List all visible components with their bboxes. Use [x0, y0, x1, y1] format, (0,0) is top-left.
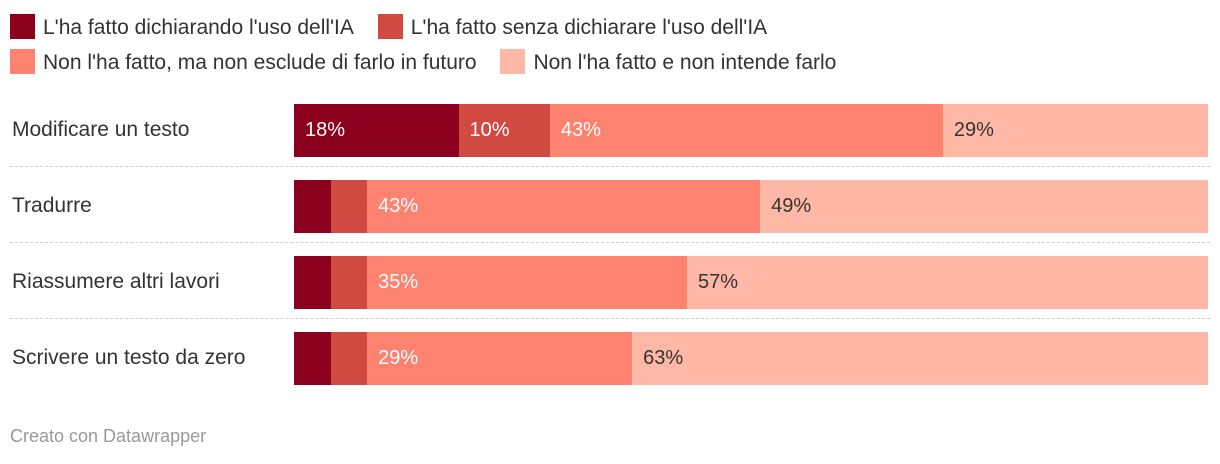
- bar-segment: 43%: [367, 180, 761, 233]
- chart-legend: L'ha fatto dichiarando l'uso dell'IA L'h…: [10, 10, 1210, 80]
- row-divider: [10, 166, 1210, 167]
- bar-segment: 35%: [367, 256, 687, 309]
- legend-label: Non l'ha fatto e non intende farlo: [533, 51, 837, 74]
- category-label: Tradurre: [12, 194, 92, 217]
- stacked-bar: 18% 10% 43% 29%: [294, 104, 1208, 157]
- data-label: 57%: [697, 271, 739, 293]
- bar-segment: [330, 256, 368, 309]
- legend-swatch: [10, 14, 35, 39]
- bar-segment: 29%: [942, 104, 1208, 157]
- legend-item: Non l'ha fatto, ma non esclude di farlo …: [10, 45, 477, 80]
- bar-segment: [330, 332, 368, 385]
- bar-segment: 57%: [686, 256, 1208, 309]
- category-label: Scrivere un testo da zero: [12, 346, 246, 369]
- stacked-bar: 43% 49%: [294, 180, 1208, 233]
- legend-item: L'ha fatto senza dichiarare l'uso dell'I…: [377, 10, 768, 45]
- data-label: 35%: [378, 271, 419, 293]
- bar-segment: [294, 256, 331, 309]
- data-label: 43%: [378, 195, 419, 217]
- row-divider: [10, 242, 1210, 243]
- bar-segment: 63%: [632, 332, 1208, 385]
- chart-row: Modificare un testo 18% 10% 43% 29%: [10, 90, 1210, 167]
- chart-plot-area: Modificare un testo 18% 10% 43% 29% Tradurre 4…: [10, 90, 1210, 394]
- bar-segment: 10%: [458, 104, 550, 157]
- bar-segment: [294, 332, 331, 385]
- chart-row: Riassumere altri lavori 35% 57%: [10, 242, 1210, 319]
- legend-label: L'ha fatto senza dichiarare l'uso dell'I…: [410, 16, 768, 39]
- bar-segment: 49%: [760, 180, 1208, 233]
- category-label: Riassumere altri lavori: [12, 270, 220, 293]
- data-label: 29%: [378, 347, 419, 369]
- legend-item: Non l'ha fatto e non intende farlo: [500, 45, 836, 80]
- legend-label: L'ha fatto dichiarando l'uso dell'IA: [43, 16, 354, 39]
- category-label: Modificare un testo: [12, 118, 190, 141]
- stacked-bar: 29% 63%: [294, 332, 1208, 385]
- row-divider: [10, 318, 1210, 319]
- data-label: 49%: [771, 195, 812, 217]
- legend-swatch: [377, 14, 403, 39]
- bar-segment: [294, 180, 331, 233]
- data-label: 18%: [305, 119, 346, 141]
- legend-swatch: [500, 49, 526, 74]
- data-label: 29%: [953, 119, 994, 141]
- chart-row: Tradurre 43% 49%: [10, 166, 1210, 243]
- bar-segment: [330, 180, 368, 233]
- bar-segment: 18%: [294, 104, 459, 157]
- bar-segment: 29%: [367, 332, 633, 385]
- bar-segment: 43%: [549, 104, 943, 157]
- data-label: 63%: [643, 347, 684, 369]
- stacked-bar: 35% 57%: [294, 256, 1208, 309]
- legend-label: Non l'ha fatto, ma non esclude di farlo …: [43, 51, 477, 74]
- data-label: 10%: [469, 119, 510, 141]
- datawrapper-credit: Creato con Datawrapper: [10, 426, 207, 446]
- chart-row: Scrivere un testo da zero 29% 63%: [10, 318, 1210, 394]
- legend-item: L'ha fatto dichiarando l'uso dell'IA: [10, 10, 354, 45]
- data-label: 43%: [560, 119, 601, 141]
- legend-swatch: [10, 49, 35, 74]
